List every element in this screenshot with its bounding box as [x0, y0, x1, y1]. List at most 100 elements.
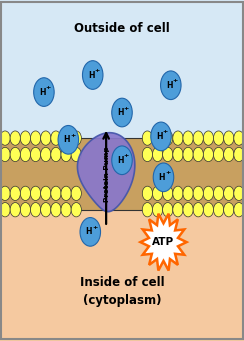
- Circle shape: [71, 186, 81, 201]
- Circle shape: [0, 131, 10, 145]
- Circle shape: [153, 163, 174, 192]
- Text: +: +: [92, 225, 97, 230]
- Circle shape: [71, 203, 81, 217]
- Text: +: +: [70, 133, 75, 138]
- Circle shape: [41, 203, 51, 217]
- Circle shape: [203, 186, 214, 201]
- Polygon shape: [77, 133, 135, 212]
- Circle shape: [112, 98, 132, 127]
- Circle shape: [61, 203, 71, 217]
- Circle shape: [61, 186, 71, 201]
- Circle shape: [173, 131, 183, 145]
- Circle shape: [142, 147, 152, 162]
- Circle shape: [152, 186, 163, 201]
- Circle shape: [163, 147, 173, 162]
- Circle shape: [20, 147, 30, 162]
- Text: +: +: [163, 130, 168, 134]
- Circle shape: [173, 147, 183, 162]
- Circle shape: [193, 147, 203, 162]
- Circle shape: [234, 186, 244, 201]
- Bar: [0, 138, 244, 210]
- Text: H: H: [117, 156, 123, 165]
- Circle shape: [183, 131, 193, 145]
- Circle shape: [214, 186, 224, 201]
- Text: +: +: [94, 68, 100, 73]
- Circle shape: [30, 203, 41, 217]
- Circle shape: [20, 186, 30, 201]
- Circle shape: [142, 203, 152, 217]
- Circle shape: [41, 131, 51, 145]
- Circle shape: [20, 203, 30, 217]
- Circle shape: [61, 131, 71, 145]
- Circle shape: [193, 186, 203, 201]
- Circle shape: [203, 203, 214, 217]
- Circle shape: [193, 203, 203, 217]
- Circle shape: [224, 186, 234, 201]
- Circle shape: [161, 71, 181, 100]
- Circle shape: [58, 125, 79, 154]
- Circle shape: [214, 131, 224, 145]
- Circle shape: [163, 186, 173, 201]
- Circle shape: [234, 131, 244, 145]
- Circle shape: [82, 61, 103, 89]
- Polygon shape: [141, 214, 187, 270]
- Circle shape: [193, 131, 203, 145]
- Circle shape: [142, 186, 152, 201]
- Text: +: +: [124, 106, 129, 110]
- Circle shape: [10, 131, 20, 145]
- Circle shape: [51, 147, 61, 162]
- Text: Outside of cell: Outside of cell: [74, 23, 170, 35]
- Circle shape: [173, 203, 183, 217]
- Text: H: H: [63, 135, 70, 144]
- Text: +: +: [173, 78, 178, 83]
- Circle shape: [71, 131, 81, 145]
- Circle shape: [10, 203, 20, 217]
- Circle shape: [203, 147, 214, 162]
- Circle shape: [151, 122, 171, 151]
- Circle shape: [152, 203, 163, 217]
- Circle shape: [224, 131, 234, 145]
- Text: ATP: ATP: [152, 237, 174, 247]
- Text: H: H: [159, 173, 165, 182]
- Text: Protein Pump: Protein Pump: [104, 146, 110, 202]
- Circle shape: [152, 147, 163, 162]
- Circle shape: [224, 203, 234, 217]
- Text: H: H: [39, 88, 45, 97]
- Circle shape: [214, 203, 224, 217]
- Circle shape: [234, 147, 244, 162]
- Circle shape: [183, 203, 193, 217]
- Circle shape: [0, 186, 10, 201]
- Circle shape: [173, 186, 183, 201]
- Text: H: H: [85, 227, 92, 236]
- Circle shape: [30, 186, 41, 201]
- Circle shape: [30, 147, 41, 162]
- Circle shape: [163, 203, 173, 217]
- Circle shape: [41, 147, 51, 162]
- Circle shape: [112, 146, 132, 175]
- Bar: [0, 174, 244, 341]
- Text: +: +: [46, 85, 51, 90]
- Text: H: H: [88, 71, 94, 79]
- Circle shape: [183, 147, 193, 162]
- Circle shape: [30, 131, 41, 145]
- Circle shape: [163, 131, 173, 145]
- Circle shape: [224, 147, 234, 162]
- Circle shape: [0, 203, 10, 217]
- Circle shape: [152, 131, 163, 145]
- Circle shape: [0, 147, 10, 162]
- Circle shape: [234, 203, 244, 217]
- Circle shape: [80, 218, 101, 246]
- Circle shape: [214, 147, 224, 162]
- Circle shape: [71, 147, 81, 162]
- Text: H: H: [117, 108, 123, 117]
- Bar: [0, 0, 244, 174]
- Circle shape: [61, 147, 71, 162]
- Circle shape: [34, 78, 54, 106]
- Circle shape: [20, 131, 30, 145]
- Text: Inside of cell
(cytoplasm): Inside of cell (cytoplasm): [80, 276, 164, 307]
- Circle shape: [142, 131, 152, 145]
- Circle shape: [203, 131, 214, 145]
- Text: +: +: [165, 170, 171, 175]
- Text: +: +: [124, 153, 129, 158]
- Circle shape: [183, 186, 193, 201]
